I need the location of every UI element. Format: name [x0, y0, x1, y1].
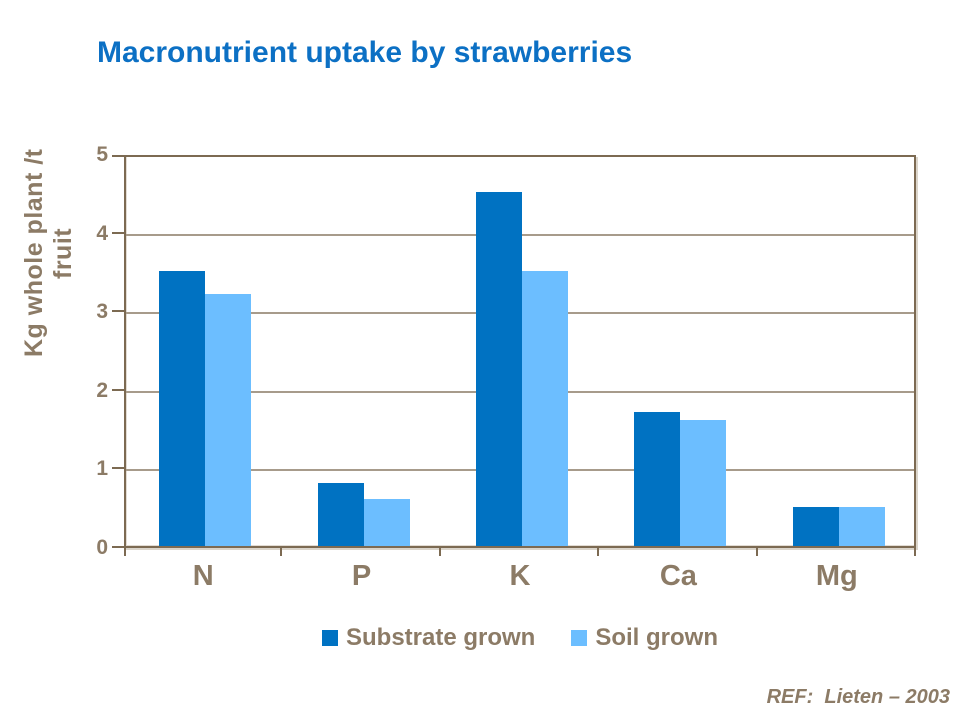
x-category-label-Ca: Ca [659, 560, 697, 592]
legend-label-substrate-grown: Substrate grown [345, 624, 536, 651]
slide-title: Macronutrient uptake by strawberries [97, 36, 633, 69]
bar-substrate-grown-Ca [634, 412, 681, 546]
y-tick-5 [112, 155, 124, 157]
bar-soil-grown-P [363, 498, 410, 546]
y-tick-label-5: 5 [96, 143, 108, 166]
legend-item-substrate-grown: Substrate grown [321, 624, 536, 652]
bar-soil-grown-N [205, 294, 252, 546]
bar-soil-grown-Mg [838, 506, 885, 546]
reference-note: REF: Lieten – 2003 [766, 686, 950, 708]
x-tick-1 [280, 548, 283, 556]
y-tick-label-2: 2 [96, 378, 108, 402]
x-category-label-N: N [192, 560, 214, 592]
y-tick-2 [112, 388, 124, 391]
bar-substrate-grown-K [476, 192, 522, 546]
chart-plot-area [124, 155, 916, 548]
x-tick-2 [438, 548, 441, 556]
x-tick-0 [124, 548, 126, 556]
chart-legend: Substrate grown Soil grown [124, 622, 916, 654]
x-category-label-K: K [509, 560, 531, 592]
x-category-label-P: P [351, 560, 372, 592]
legend-swatch-soil-grown [571, 630, 588, 646]
x-tick-3 [597, 548, 600, 556]
bar-substrate-grown-P [317, 483, 364, 546]
bar-soil-grown-K [522, 270, 568, 546]
legend-label-soil-grown: Soil grown [595, 624, 719, 651]
y-tick-0 [112, 546, 124, 548]
x-tick-5 [914, 548, 916, 556]
y-tick-3 [112, 310, 124, 313]
x-tick-4 [755, 548, 758, 556]
bar-substrate-grown-Mg [792, 506, 839, 546]
legend-swatch-substrate-grown [321, 630, 338, 646]
y-axis-title: Kg whole plant /t fruit [20, 148, 77, 358]
bar-substrate-grown-N [159, 270, 206, 546]
y-tick-label-1: 1 [96, 457, 108, 481]
y-tick-label-0: 0 [96, 536, 108, 559]
y-tick-1 [112, 467, 124, 470]
y-tick-4 [112, 231, 124, 234]
bar-soil-grown-Ca [680, 420, 727, 546]
y-tick-label-4: 4 [96, 221, 108, 245]
legend-item-soil-grown: Soil grown [571, 624, 718, 652]
y-tick-label-3: 3 [96, 300, 108, 324]
x-category-label-Mg: Mg [815, 560, 858, 592]
